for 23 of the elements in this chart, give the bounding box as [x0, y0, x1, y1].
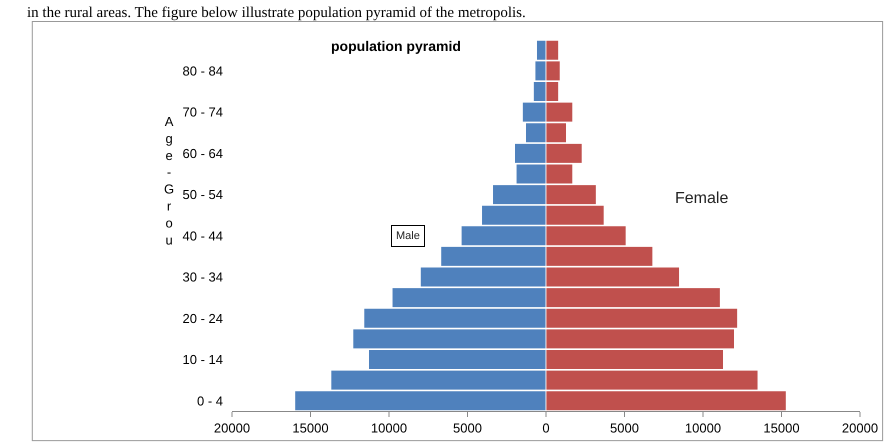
y-tick-label: 40 - 44 [182, 228, 223, 244]
y-tick-label: 70 - 74 [182, 104, 223, 120]
x-tick-label: 0 [542, 420, 550, 436]
text: in the rural areas. The figure below illustrate population pyramid of the metropolis. [27, 5, 526, 21]
y-tick-label: 30 - 34 [182, 270, 223, 285]
chart-title: population pyramid [331, 38, 461, 54]
x-tick-label: 10000 [684, 420, 722, 436]
x-tick-label: 20000 [214, 420, 250, 436]
y-tick-label: 10 - 14 [182, 352, 223, 368]
x-tick-label: 10000 [370, 420, 408, 436]
x-tick-label: 15000 [292, 420, 329, 436]
y-tick-label: 50 - 54 [182, 187, 223, 202]
y-axis-title: Age-Grou [164, 114, 174, 248]
y-tick-label: 20 - 24 [182, 310, 223, 326]
x-tick-label: 5000 [453, 420, 482, 436]
y-tick-label: 0 - 4 [196, 393, 223, 408]
x-tick-label: 20000 [842, 420, 878, 436]
text: Female [675, 190, 728, 207]
y-tick-label: 80 - 84 [182, 63, 223, 78]
x-tick-label: 5000 [610, 420, 639, 436]
y-tick-label: 60 - 64 [182, 146, 223, 161]
x-tick-label: 15000 [763, 420, 800, 436]
series-label: Male [396, 230, 420, 242]
